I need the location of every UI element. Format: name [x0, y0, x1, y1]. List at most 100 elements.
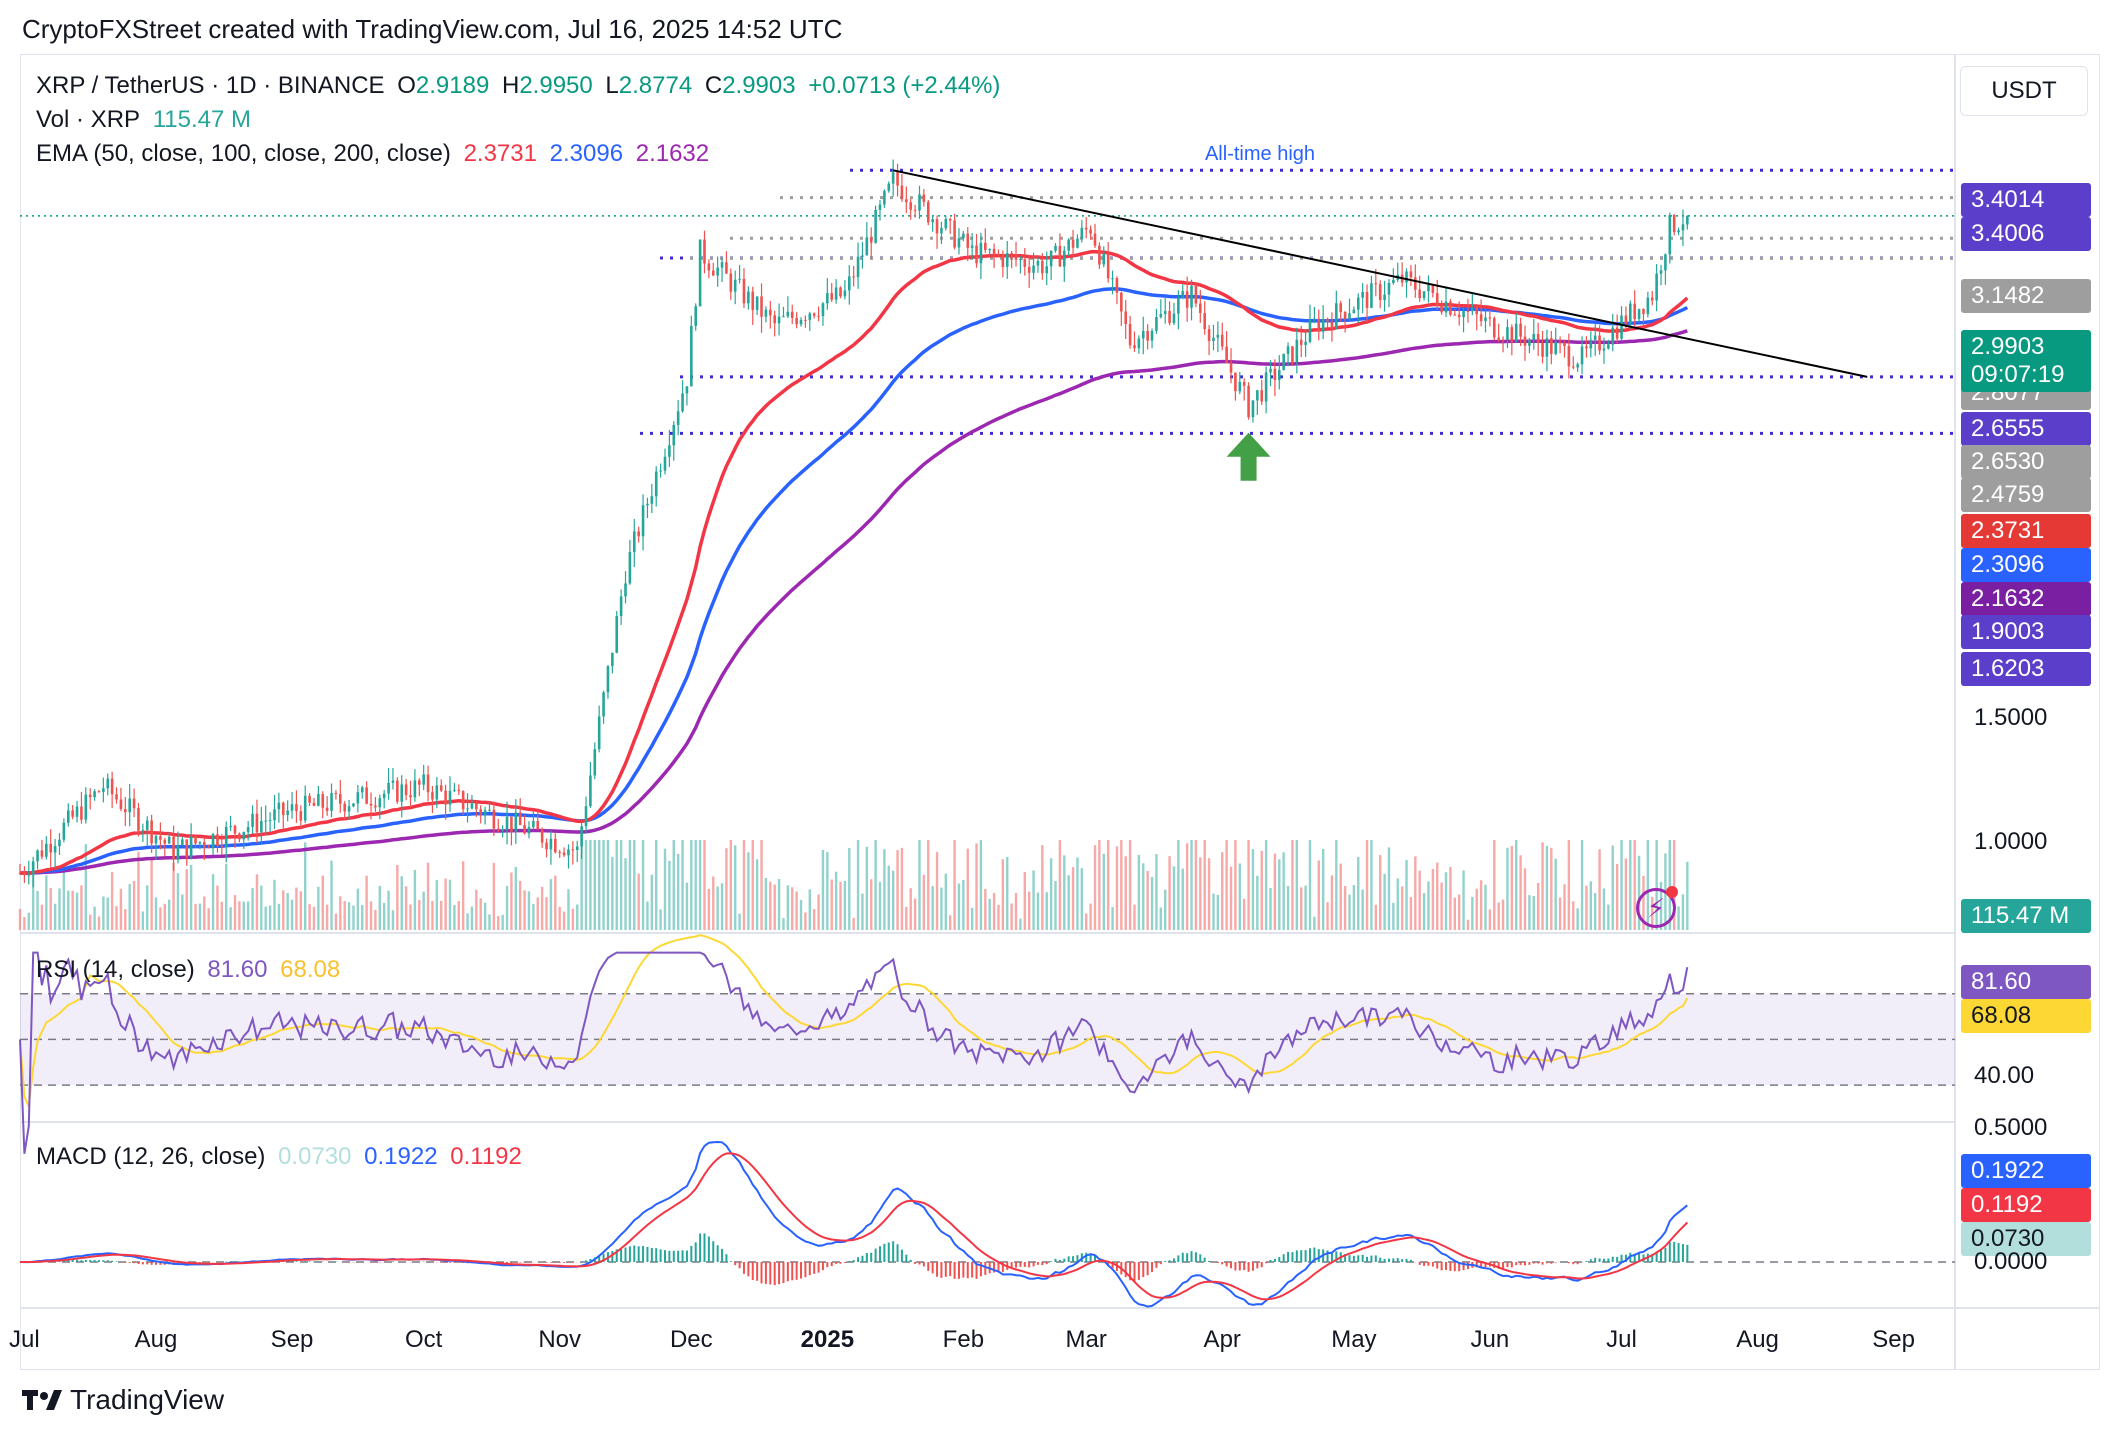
- macd-histogram-bar: [1247, 1262, 1250, 1272]
- candle-body: [1611, 327, 1615, 345]
- candle-body: [1277, 370, 1281, 380]
- macd-histogram-bar: [295, 1261, 298, 1262]
- volume-bar: [1602, 888, 1606, 930]
- volume-bar: [1352, 885, 1356, 930]
- macd-histogram-bar: [1409, 1259, 1412, 1262]
- macd-value-tag: 0.1922: [1961, 1154, 2091, 1188]
- volume-bar: [483, 902, 487, 930]
- macd-histogram-bar: [879, 1246, 881, 1262]
- candle-body: [1141, 330, 1145, 339]
- candle-body: [1576, 364, 1579, 368]
- candle-body: [106, 778, 110, 789]
- macd-histogram-bar: [1168, 1260, 1171, 1262]
- volume-bar: [611, 856, 614, 930]
- macd-histogram-bar: [1190, 1251, 1193, 1262]
- candle-body: [1146, 330, 1149, 341]
- volume-bar: [1379, 855, 1382, 930]
- ohlc-legend: XRP / TetherUS · 1D · BINANCE O2.9189 H2…: [36, 72, 1006, 100]
- candle-body: [1194, 285, 1198, 304]
- candle-body: [1444, 301, 1448, 313]
- candle-body: [1563, 342, 1566, 347]
- tradingview-logo[interactable]: TradingView: [22, 1384, 224, 1416]
- candle-body: [887, 183, 891, 191]
- candle-body: [769, 309, 772, 316]
- macd-histogram-bar: [1572, 1262, 1575, 1265]
- candle-body: [1238, 381, 1242, 392]
- candle-body: [378, 798, 382, 808]
- macd-histogram-bar: [690, 1245, 693, 1262]
- candle-body: [137, 808, 140, 831]
- volume-bar: [940, 887, 943, 930]
- volume-bar: [1133, 904, 1136, 930]
- volume-bar: [1199, 857, 1202, 930]
- candle-body: [1471, 307, 1474, 312]
- volume-label[interactable]: Vol · XRP: [36, 106, 141, 133]
- volume-bar: [75, 892, 79, 930]
- candle-body: [1102, 253, 1106, 265]
- macd-histogram-bar: [1041, 1262, 1044, 1266]
- currency-button[interactable]: USDT: [1960, 66, 2088, 116]
- volume-bar: [220, 901, 224, 930]
- volume-bar: [391, 910, 395, 930]
- candle-body: [646, 503, 649, 506]
- macd-histogram-bar: [1256, 1262, 1259, 1269]
- candle-body: [1032, 265, 1035, 273]
- change-value: +0.0713 (+2.44%): [808, 72, 1001, 99]
- candle-body: [641, 505, 645, 537]
- candle-body: [1023, 259, 1027, 267]
- volume-bar: [1304, 885, 1307, 930]
- candle-body: [1672, 214, 1676, 233]
- candle-body: [896, 172, 899, 186]
- candle-body: [426, 774, 430, 793]
- volume-bar: [1523, 868, 1527, 930]
- ema50-value: 2.3731: [463, 140, 537, 167]
- candle-body: [1453, 314, 1457, 316]
- candle-body: [953, 220, 956, 248]
- low-label: L: [605, 72, 619, 99]
- volume-bar: [913, 898, 917, 930]
- candle-body: [725, 262, 728, 274]
- candle-body: [988, 248, 991, 250]
- candle-body: [66, 810, 70, 823]
- volume-bar: [927, 840, 930, 930]
- candle-body: [1457, 314, 1461, 318]
- volume-bar: [1343, 886, 1347, 930]
- macd-histogram-bar: [453, 1262, 456, 1263]
- volume-bar: [1063, 855, 1066, 930]
- macd-histogram-bar: [620, 1248, 623, 1262]
- candle-body: [1027, 266, 1031, 273]
- close-value: 2.9903: [722, 72, 796, 99]
- volume-bar: [1045, 892, 1048, 930]
- macd-histogram-bar: [962, 1262, 965, 1278]
- candle-body: [1304, 341, 1307, 345]
- candle-body: [1041, 260, 1044, 274]
- candle-body: [308, 795, 311, 803]
- volume-bar: [264, 906, 267, 930]
- candle-body: [852, 276, 855, 278]
- volume-bar: [966, 848, 969, 930]
- macd-histogram-bar: [1506, 1262, 1509, 1268]
- macd-histogram-bar: [716, 1245, 719, 1262]
- volume-bar: [628, 840, 632, 930]
- macd-label[interactable]: MACD (12, 26, close): [36, 1143, 266, 1170]
- macd-histogram-bar: [664, 1250, 666, 1262]
- volume-bar: [1365, 840, 1369, 930]
- rsi-label[interactable]: RSI (14, close): [36, 956, 195, 983]
- macd-histogram-bar: [1668, 1241, 1671, 1262]
- candle-body: [71, 810, 74, 817]
- ema-label[interactable]: EMA (50, close, 100, close, 200, close): [36, 140, 451, 167]
- candle-body: [207, 847, 210, 849]
- volume-bar: [830, 879, 833, 930]
- lightning-icon[interactable]: ⚡︎: [1636, 888, 1676, 928]
- volume-bar: [1168, 856, 1171, 930]
- volume-bar: [984, 888, 987, 930]
- candle-body: [321, 794, 325, 808]
- volume-bar: [1335, 840, 1338, 930]
- macd-histogram-bar: [1045, 1262, 1048, 1265]
- macd-histogram-bar: [1370, 1255, 1373, 1262]
- symbol-name[interactable]: XRP / TetherUS · 1D · BINANCE: [36, 72, 385, 99]
- candle-body: [343, 803, 346, 812]
- volume-bar: [979, 840, 983, 930]
- macd-histogram-bar: [545, 1262, 548, 1263]
